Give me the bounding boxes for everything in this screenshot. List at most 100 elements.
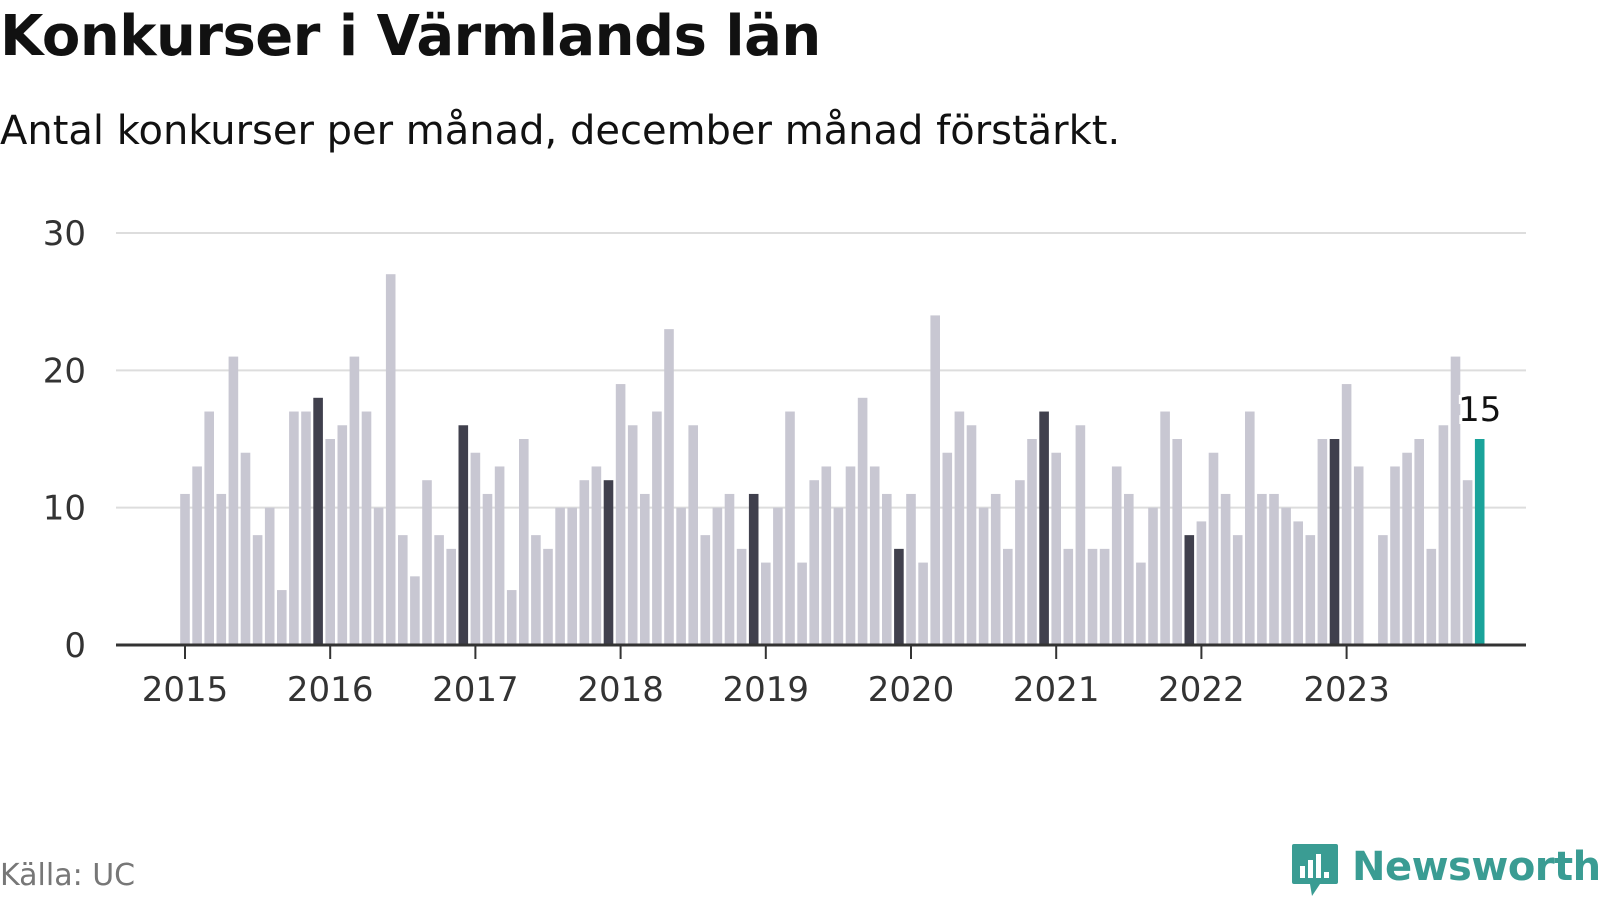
bar-2018-12: [748, 493, 759, 645]
bar-2015-09: [277, 590, 287, 645]
bar-2015-07: [252, 535, 263, 645]
bar-2015-06: [240, 452, 251, 645]
bar-2023-05: [1390, 466, 1400, 645]
bar-2020-06: [966, 425, 977, 645]
bar-2019-01: [761, 562, 771, 645]
bar-2015-10: [289, 411, 299, 645]
bar-2015-03: [204, 411, 214, 645]
bar-2020-01: [906, 493, 916, 645]
bar-2019-04: [797, 562, 807, 645]
bar-2022-09: [1293, 521, 1303, 645]
bar-2018-09: [712, 507, 723, 645]
bar-2018-08: [700, 535, 711, 645]
latest-value-label: 15: [1458, 390, 1501, 430]
bar-2020-04: [942, 452, 953, 645]
bar-2017-10: [579, 480, 590, 645]
bar-2016-10: [434, 535, 444, 645]
bar-2019-02: [773, 507, 783, 645]
bar-2023-07: [1414, 439, 1424, 645]
y-tick-label: 30: [43, 214, 86, 254]
bar-2020-03: [930, 315, 940, 645]
bar-2017-02: [482, 493, 493, 645]
y-tick-label: 20: [43, 351, 86, 391]
bar-2015-12: [313, 397, 323, 645]
bar-2017-03: [494, 466, 505, 645]
x-tick-label: 2016: [287, 670, 374, 710]
bar-2021-08: [1136, 562, 1146, 645]
bar-2016-08: [410, 576, 420, 645]
bar-2017-09: [567, 507, 577, 645]
bar-2022-05: [1245, 411, 1255, 645]
bar-2022-12: [1329, 439, 1340, 645]
data-labels: 15: [1455, 387, 1504, 433]
bar-2018-02: [627, 425, 638, 645]
bar-2020-05: [954, 411, 965, 645]
x-tick-label: 2017: [432, 670, 519, 710]
bar-2016-09: [422, 480, 432, 645]
x-axis-ticks: 2015 2016 2017 2018 2019 2020 2021 2022 2023: [142, 645, 1390, 710]
bar-2019-10: [869, 466, 880, 645]
bar-2021-05: [1099, 548, 1110, 645]
bar-2017-12: [603, 480, 614, 645]
bar-2020-09: [1003, 548, 1013, 645]
bar-2021-03: [1075, 425, 1086, 645]
bar-2023-01: [1341, 384, 1352, 645]
bar-2023-11: [1462, 480, 1473, 645]
bar-2019-08: [845, 466, 856, 645]
bar-2023-12: [1474, 439, 1485, 645]
bar-2019-11: [882, 493, 892, 645]
bar-2016-01: [325, 439, 335, 645]
bar-2018-10: [724, 493, 735, 645]
bar-2019-07: [833, 507, 844, 645]
bar-2021-09: [1148, 507, 1158, 645]
bar-2016-05: [373, 507, 384, 645]
bar-2016-06: [385, 274, 396, 645]
bar-2023-06: [1402, 452, 1412, 645]
bar-2023-02: [1353, 466, 1364, 645]
bar-2022-01: [1196, 521, 1207, 645]
bar-2016-03: [349, 356, 360, 645]
bar-2021-06: [1111, 466, 1122, 645]
bar-2021-11: [1172, 439, 1182, 645]
bar-2018-04: [652, 411, 662, 645]
source-note: Källa: UC: [0, 858, 136, 893]
bar-2018-11: [736, 548, 747, 645]
bar-2015-02: [192, 466, 202, 645]
bar-2019-12: [894, 548, 904, 645]
bar-2020-12: [1039, 411, 1049, 645]
chart-subtitle: Antal konkurser per månad, december måna…: [0, 108, 1121, 154]
bar-2020-07: [978, 507, 989, 645]
bar-2021-07: [1124, 493, 1134, 645]
bar-2020-08: [990, 493, 1001, 645]
bar-2016-04: [361, 411, 372, 645]
x-tick-label: 2021: [1013, 670, 1100, 710]
bar-2021-12: [1184, 535, 1195, 645]
bar-2019-05: [809, 480, 819, 645]
bar-2022-10: [1305, 535, 1316, 645]
bar-2017-06: [531, 535, 541, 645]
bar-2015-08: [264, 507, 275, 645]
bar-2017-11: [591, 466, 602, 645]
bar-2017-07: [543, 548, 553, 645]
bar-2019-09: [857, 397, 868, 645]
bar-2018-01: [615, 384, 626, 645]
bar-2023-10: [1450, 356, 1461, 645]
bar-2022-11: [1317, 439, 1328, 645]
newsworthy-logo: Newsworthy: [1290, 840, 1600, 900]
bars: [180, 274, 1485, 645]
bar-2015-01: [180, 493, 190, 645]
bar-2023-04: [1378, 535, 1388, 645]
bar-2022-07: [1269, 493, 1279, 645]
bar-2019-06: [821, 466, 832, 645]
bar-2016-02: [337, 425, 348, 645]
bar-2016-07: [398, 535, 408, 645]
y-tick-label: 0: [64, 626, 86, 666]
bar-2021-01: [1051, 452, 1061, 645]
bar-2018-06: [676, 507, 686, 645]
bar-2018-05: [664, 329, 674, 645]
bar-2021-04: [1087, 548, 1098, 645]
bar-2021-02: [1063, 548, 1074, 645]
newsworthy-logo-icon: [1292, 844, 1338, 896]
bar-2020-02: [918, 562, 928, 645]
bar-chart: 0 10 20 30 2015 2016 2017 2018 2019 2020 2021 2022…: [43, 214, 1526, 710]
